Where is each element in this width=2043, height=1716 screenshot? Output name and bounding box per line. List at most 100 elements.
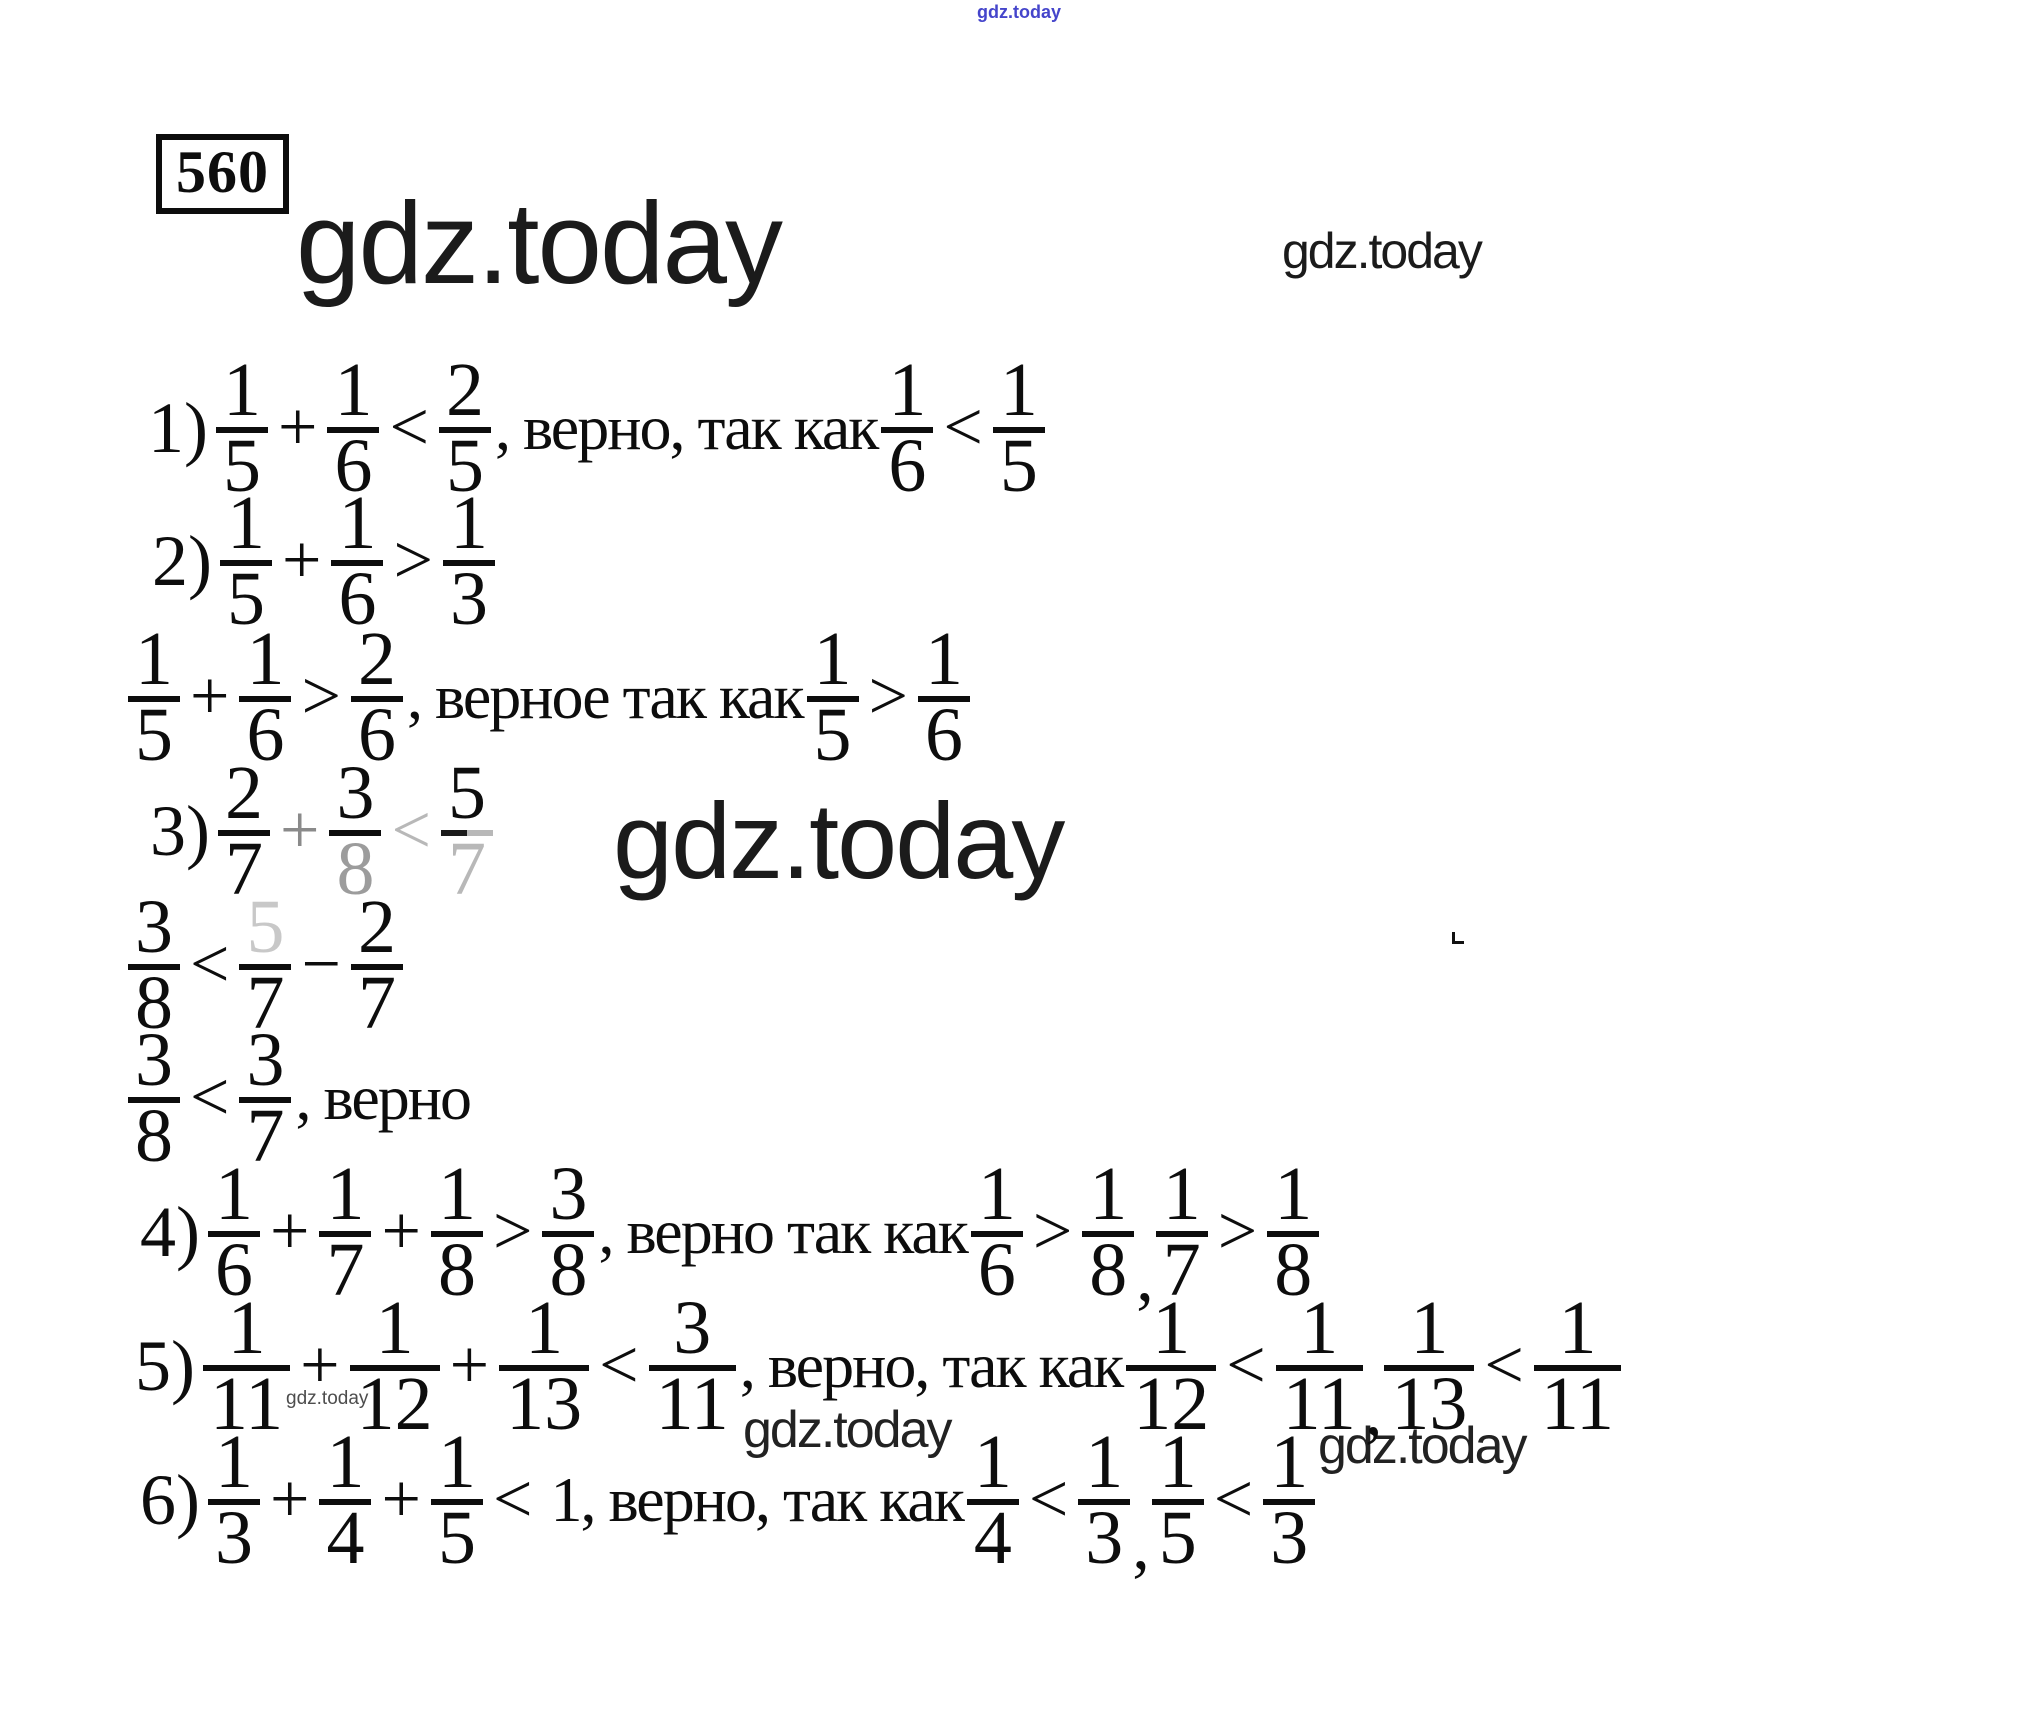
math-line: 3 8 <3 7, верно — [128, 1018, 476, 1174]
denominator: 5 — [1158, 1496, 1197, 1580]
fraction-bar — [319, 1499, 372, 1505]
problem-number: 560 — [176, 139, 269, 205]
explanation-text: , верное так как — [406, 661, 805, 732]
watermark-center-large: gdz.today — [613, 780, 1065, 901]
numerator: 1 — [214, 1152, 253, 1236]
fraction-bar — [970, 1231, 1023, 1237]
explanation-text: , верно, так как — [739, 1330, 1124, 1401]
numerator: 3 — [135, 1018, 173, 1102]
denominator: 5 — [437, 1496, 476, 1580]
greater-than-operator: > — [301, 658, 341, 735]
fraction-bar — [350, 696, 403, 702]
fraction-bar — [881, 427, 934, 433]
denominator: 8 — [336, 827, 375, 911]
fraction-bar — [217, 830, 270, 836]
fraction-bar — [430, 1499, 483, 1505]
fraction-bar — [350, 964, 403, 970]
numerator: 1 — [525, 1286, 564, 1370]
denominator: 7 — [357, 961, 396, 1045]
numerator: 1 — [338, 481, 377, 565]
denominator: 6 — [357, 693, 396, 777]
fraction-bar — [1155, 1231, 1208, 1237]
numerator: 1 — [226, 481, 265, 565]
fraction-bar — [329, 830, 382, 836]
fraction-bar — [542, 1231, 595, 1237]
plus-operator: + — [449, 1327, 490, 1404]
math-line: 1 5 +1 6 >2 6, верное так как 1 5 >1 6 — [128, 621, 971, 777]
numerator: 1 — [326, 1152, 365, 1236]
numerator: 1 — [1270, 1420, 1309, 1504]
watermark-inline-tiny: gdz.today — [286, 1388, 369, 1409]
item-label: 3) — [150, 791, 210, 871]
less-than-operator: < — [389, 389, 429, 466]
denominator: 3 — [214, 1496, 253, 1580]
denominator: 3 — [449, 557, 488, 641]
plus-operator: + — [281, 522, 322, 599]
less-than-operator: < — [1028, 1461, 1069, 1538]
math-line: 2) 1 5 +1 6 >1 3 — [152, 481, 495, 641]
denominator: 8 — [1274, 1228, 1313, 1312]
fraction-bar — [430, 1231, 483, 1237]
fraction-bar — [1533, 1365, 1622, 1371]
fraction: 1 13 — [1384, 1290, 1475, 1442]
fraction-bar — [128, 696, 180, 702]
fraction: 1 13 — [499, 1286, 590, 1442]
numerator: 1 — [1152, 1286, 1191, 1370]
denominator: 8 — [135, 961, 173, 1045]
denominator: 11 — [655, 1362, 729, 1446]
numerator: 5 — [447, 751, 486, 835]
fraction-bar — [966, 1499, 1019, 1505]
fraction-bar — [327, 427, 380, 433]
fraction-bar — [1151, 1499, 1204, 1505]
fraction-bar — [992, 427, 1045, 433]
numerator: 2 — [224, 751, 263, 835]
greater-than-operator: > — [492, 1193, 533, 1270]
fraction-bar — [207, 1499, 260, 1505]
numerator: 1 — [888, 348, 927, 432]
denominator: 7 — [1162, 1228, 1201, 1312]
math-line: 1) 1 5 +1 6 <2 5, верно, так как 1 6 <1 5 — [148, 348, 1045, 508]
denominator: 12 — [356, 1362, 433, 1446]
denominator: 8 — [437, 1228, 476, 1312]
denominator: 5 — [445, 424, 484, 508]
watermark-bottom-right: gdz.today — [1318, 1417, 1527, 1475]
numerator: 1 — [1558, 1286, 1597, 1370]
fraction-bar — [331, 560, 384, 566]
fraction-bar — [1082, 1231, 1135, 1237]
fraction: 1 11 — [202, 1290, 291, 1442]
explanation-text: , верно так как — [598, 1196, 968, 1267]
watermark-top-tiny: gdz.today — [977, 2, 1061, 22]
fraction-bar — [1384, 1365, 1475, 1371]
fraction-bar — [442, 560, 495, 566]
math-line: 5) 1 11 +1 12 +1 13 <3 11, верно, так как 1 12 <1 11… — [135, 1286, 1622, 1447]
numerator: 1 — [214, 1420, 253, 1504]
math-line: 3) 2 7 +3 8 <5 7 — [150, 751, 493, 911]
denominator: 4 — [973, 1496, 1012, 1580]
denominator: 6 — [214, 1228, 253, 1312]
watermark-header-right: gdz.today — [1282, 223, 1483, 279]
fraction-bar — [239, 696, 292, 702]
fraction-bar — [1126, 1365, 1217, 1371]
fraction-bar — [349, 1365, 440, 1371]
fraction-bar — [806, 696, 859, 702]
fraction: 1 11 — [1275, 1290, 1363, 1446]
numerator: 3 — [673, 1286, 712, 1370]
denominator: 11 — [1282, 1362, 1356, 1446]
denominator: 3 — [1270, 1496, 1309, 1580]
